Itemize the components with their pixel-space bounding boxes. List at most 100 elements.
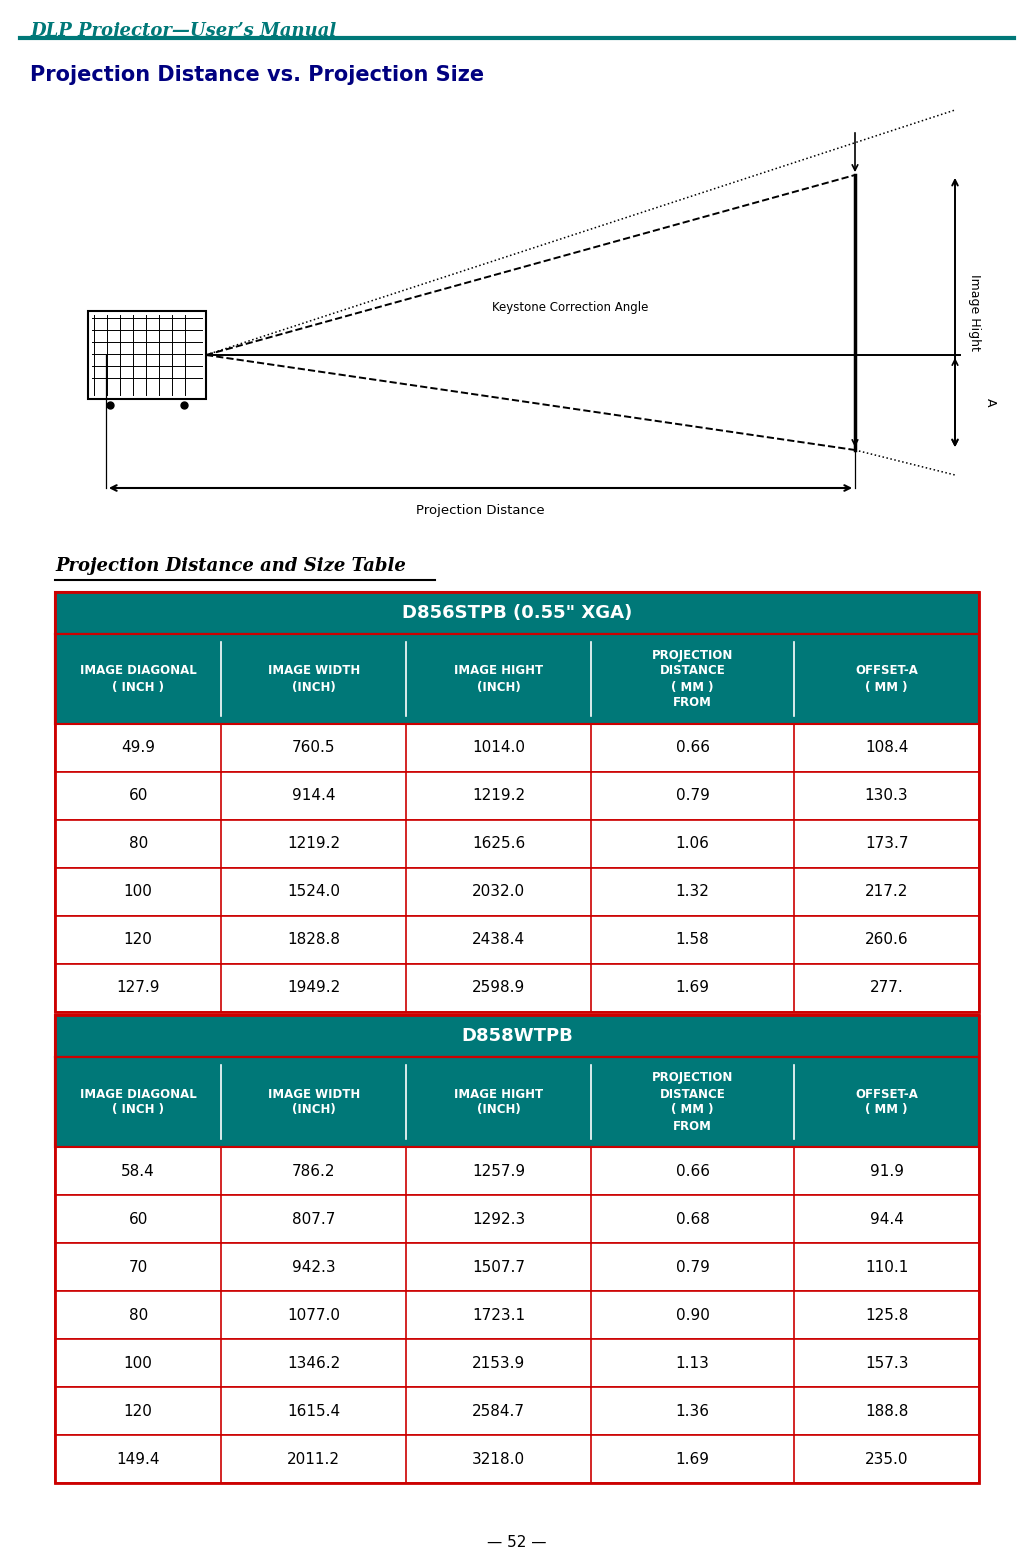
Text: 110.1: 110.1 <box>864 1259 908 1275</box>
Bar <box>55 821 979 868</box>
Text: 1.13: 1.13 <box>675 1356 709 1370</box>
Text: 1.32: 1.32 <box>675 885 709 899</box>
Text: 1828.8: 1828.8 <box>287 932 340 947</box>
Text: 100: 100 <box>124 1356 153 1370</box>
Text: 807.7: 807.7 <box>292 1212 335 1226</box>
Text: IMAGE WIDTH
(INCH): IMAGE WIDTH (INCH) <box>268 1087 360 1117</box>
Text: PROJECTION
DISTANCE
( MM )
FROM: PROJECTION DISTANCE ( MM ) FROM <box>651 648 733 709</box>
Bar <box>55 916 979 965</box>
Bar <box>55 1290 979 1339</box>
Text: 2153.9: 2153.9 <box>472 1356 525 1370</box>
Text: 1625.6: 1625.6 <box>472 836 525 852</box>
Text: OFFSET-A
( MM ): OFFSET-A ( MM ) <box>855 664 918 694</box>
Text: 91.9: 91.9 <box>870 1164 904 1179</box>
Bar <box>55 965 979 1012</box>
Text: 1524.0: 1524.0 <box>287 885 340 899</box>
Text: 173.7: 173.7 <box>864 836 908 852</box>
Text: 260.6: 260.6 <box>864 932 909 947</box>
Text: 120: 120 <box>124 1403 153 1419</box>
Bar <box>55 1195 979 1243</box>
Text: D856STPB (0.55" XGA): D856STPB (0.55" XGA) <box>402 604 632 622</box>
Bar <box>55 1057 979 1146</box>
Text: 108.4: 108.4 <box>864 741 908 755</box>
Text: 235.0: 235.0 <box>864 1452 908 1466</box>
Bar <box>55 1387 979 1434</box>
Text: Projection Distance and Size Table: Projection Distance and Size Table <box>55 557 406 575</box>
Text: 942.3: 942.3 <box>292 1259 335 1275</box>
Text: 100: 100 <box>124 885 153 899</box>
Text: 277.: 277. <box>870 980 904 996</box>
Text: 1219.2: 1219.2 <box>287 836 340 852</box>
Text: IMAGE WIDTH
(INCH): IMAGE WIDTH (INCH) <box>268 664 360 694</box>
Text: 0.79: 0.79 <box>675 1259 709 1275</box>
Text: D858WTPB: D858WTPB <box>461 1027 573 1045</box>
Text: 2032.0: 2032.0 <box>472 885 525 899</box>
Text: 60: 60 <box>128 789 148 803</box>
Text: 1723.1: 1723.1 <box>472 1308 525 1323</box>
Text: 2584.7: 2584.7 <box>472 1403 525 1419</box>
Text: IMAGE DIAGONAL
( INCH ): IMAGE DIAGONAL ( INCH ) <box>80 1087 196 1117</box>
Text: Projection Distance: Projection Distance <box>417 504 545 517</box>
Text: 188.8: 188.8 <box>864 1403 908 1419</box>
Text: PROJECTION
DISTANCE
( MM )
FROM: PROJECTION DISTANCE ( MM ) FROM <box>651 1071 733 1132</box>
Text: Keystone Correction Angle: Keystone Correction Angle <box>492 302 648 315</box>
Text: 2438.4: 2438.4 <box>472 932 525 947</box>
Bar <box>55 592 979 634</box>
Text: 3218.0: 3218.0 <box>472 1452 525 1466</box>
Text: 0.66: 0.66 <box>675 741 709 755</box>
Bar <box>55 1243 979 1290</box>
Text: 1292.3: 1292.3 <box>472 1212 525 1226</box>
Text: 1615.4: 1615.4 <box>287 1403 340 1419</box>
Text: A: A <box>983 398 997 407</box>
Bar <box>55 1015 979 1057</box>
Bar <box>55 1057 979 1146</box>
Text: 1346.2: 1346.2 <box>287 1356 340 1370</box>
Text: 0.66: 0.66 <box>675 1164 709 1179</box>
Text: 0.90: 0.90 <box>675 1308 709 1323</box>
Bar <box>55 634 979 723</box>
Text: 80: 80 <box>128 1308 148 1323</box>
Text: IMAGE DIAGONAL
( INCH ): IMAGE DIAGONAL ( INCH ) <box>80 664 196 694</box>
Bar <box>55 1146 979 1195</box>
Text: 130.3: 130.3 <box>864 789 909 803</box>
Text: — 52 —: — 52 — <box>487 1535 547 1550</box>
Text: 157.3: 157.3 <box>864 1356 908 1370</box>
Text: 0.68: 0.68 <box>675 1212 709 1226</box>
Text: 125.8: 125.8 <box>864 1308 908 1323</box>
Text: 760.5: 760.5 <box>292 741 335 755</box>
Text: Projection Distance vs. Projection Size: Projection Distance vs. Projection Size <box>30 66 484 85</box>
Bar <box>55 868 979 916</box>
Text: Image Hight: Image Hight <box>969 274 981 351</box>
Text: 2598.9: 2598.9 <box>472 980 525 996</box>
Text: 1.58: 1.58 <box>675 932 709 947</box>
Text: 217.2: 217.2 <box>864 885 908 899</box>
Text: 60: 60 <box>128 1212 148 1226</box>
Bar <box>55 592 979 1012</box>
Text: 49.9: 49.9 <box>121 741 155 755</box>
Text: 1014.0: 1014.0 <box>472 741 525 755</box>
Text: 1219.2: 1219.2 <box>472 789 525 803</box>
Text: 1257.9: 1257.9 <box>472 1164 525 1179</box>
Text: OFFSET-A
( MM ): OFFSET-A ( MM ) <box>855 1087 918 1117</box>
Text: 1507.7: 1507.7 <box>472 1259 525 1275</box>
Text: 1.69: 1.69 <box>675 1452 709 1466</box>
Bar <box>55 1434 979 1483</box>
Text: 0.79: 0.79 <box>675 789 709 803</box>
Text: DLP Projector—User’s Manual: DLP Projector—User’s Manual <box>30 22 336 41</box>
Bar <box>55 772 979 821</box>
Bar <box>55 634 979 723</box>
Text: 1.06: 1.06 <box>675 836 709 852</box>
Text: 786.2: 786.2 <box>292 1164 335 1179</box>
Text: 1.36: 1.36 <box>675 1403 709 1419</box>
Bar <box>88 312 206 399</box>
Text: 1.69: 1.69 <box>675 980 709 996</box>
Text: IMAGE HIGHT
(INCH): IMAGE HIGHT (INCH) <box>454 1087 543 1117</box>
Text: 70: 70 <box>128 1259 148 1275</box>
Bar <box>55 1015 979 1483</box>
Bar <box>55 1339 979 1387</box>
Text: 1077.0: 1077.0 <box>287 1308 340 1323</box>
Text: 58.4: 58.4 <box>121 1164 155 1179</box>
Text: 2011.2: 2011.2 <box>287 1452 340 1466</box>
Text: 80: 80 <box>128 836 148 852</box>
Text: 127.9: 127.9 <box>117 980 160 996</box>
